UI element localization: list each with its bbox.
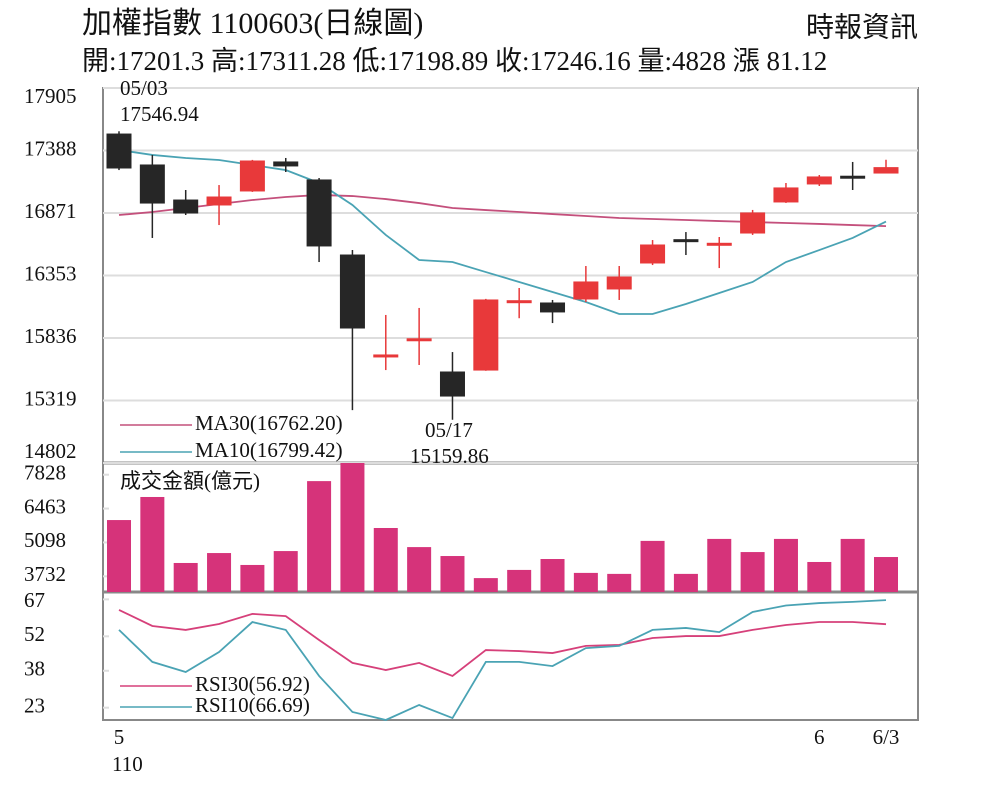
candle-body: [740, 212, 766, 234]
bar: [507, 569, 532, 592]
annotation: 05/03: [120, 76, 168, 100]
candle-body: [339, 254, 365, 329]
candle-body: [573, 281, 599, 300]
y-tick-label: 17905: [24, 84, 77, 108]
bar: [573, 572, 598, 592]
bar: [240, 564, 265, 592]
candle-body: [640, 244, 666, 264]
x-tick-label: 5: [114, 725, 125, 749]
y-tick-label: 17388: [24, 136, 77, 160]
legend-label: MA10(16799.42): [195, 438, 343, 462]
bar: [340, 463, 365, 592]
bar: [273, 551, 298, 592]
candle-body: [373, 354, 399, 358]
y-tick-label: 38: [24, 657, 45, 681]
candle-body: [606, 276, 632, 290]
candle-body: [540, 302, 566, 313]
candle-body: [773, 187, 799, 203]
x-year-label: 110: [112, 752, 143, 776]
bar: [740, 552, 765, 592]
bar: [140, 496, 165, 592]
bar: [773, 538, 798, 592]
y-tick-label: 3732: [24, 562, 66, 586]
x-tick-label: 6: [814, 725, 825, 749]
candle-body: [673, 239, 699, 243]
bar: [707, 538, 732, 592]
bar: [307, 481, 332, 592]
bar: [673, 573, 698, 592]
line: [118, 149, 887, 315]
candle-body: [873, 167, 899, 174]
bar: [607, 573, 632, 592]
candle-body: [706, 242, 732, 246]
chart-title: 加權指數 1100603(日線圖): [82, 7, 423, 40]
y-tick-label: 14802: [24, 439, 77, 463]
y-tick-label: 15319: [24, 386, 77, 410]
candle-body: [806, 176, 832, 185]
y-tick-label: 67: [24, 588, 45, 612]
frame: [102, 87, 919, 721]
legend-label: RSI10(66.69): [195, 693, 310, 717]
y-tick-label: 6463: [24, 494, 66, 518]
source: 時報資訊: [806, 11, 918, 43]
y-tick-label: 16353: [24, 261, 77, 285]
bar: [640, 540, 665, 592]
bar: [873, 557, 899, 592]
bar: [807, 561, 832, 592]
bar: [173, 562, 198, 592]
candle-body: [506, 300, 532, 304]
bar: [407, 547, 432, 592]
annotation: 05/17: [425, 418, 473, 442]
bar: [473, 578, 498, 592]
annotation: 15159.86: [410, 444, 489, 468]
annotation: 17546.94: [120, 102, 199, 126]
legend-label: MA30(16762.20): [195, 411, 343, 435]
legend-label: RSI30(56.92): [195, 672, 310, 696]
candle-body: [306, 179, 332, 247]
y-tick-label: 7828: [24, 461, 66, 485]
y-tick-label: 5098: [24, 528, 66, 552]
line: [118, 599, 887, 721]
x-tick-label: 6/3: [873, 725, 900, 749]
y-tick-label: 23: [24, 694, 45, 718]
candle-body: [406, 338, 432, 342]
bar: [440, 556, 465, 592]
bar: [373, 527, 398, 592]
candle-body: [173, 199, 199, 214]
bar: [106, 520, 132, 592]
candle-body: [840, 175, 866, 179]
bar: [540, 559, 565, 592]
candle-body: [473, 299, 499, 371]
y-tick-label: 15836: [24, 324, 77, 348]
bar: [840, 538, 865, 592]
y-tick-label: 52: [24, 622, 45, 646]
candle-body: [106, 133, 132, 169]
candle-body: [139, 164, 165, 204]
line: [118, 194, 887, 228]
candle-body: [439, 371, 465, 397]
quote: 開:17201.3 高:17311.28 低:17198.89 收:17246.…: [82, 46, 827, 76]
candle-body: [239, 160, 265, 192]
candle-body: [206, 196, 232, 206]
y-tick-label: 16871: [24, 199, 77, 223]
bar: [207, 553, 232, 592]
line: [118, 609, 887, 677]
candle-body: [273, 161, 299, 167]
panel-title: 成交金額(億元): [120, 469, 260, 493]
